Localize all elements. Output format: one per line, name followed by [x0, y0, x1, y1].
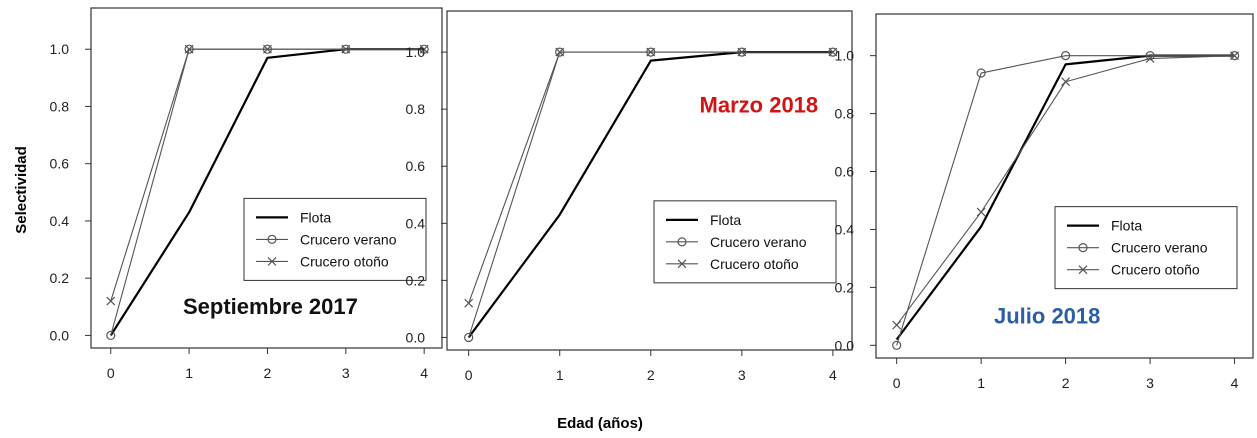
data-point [892, 320, 902, 330]
legend-label: Crucero verano [710, 234, 807, 250]
legend-marker [267, 234, 277, 244]
panel-3: 0.0 0.2 0.4 0.6 0.8 1.0 0 1 2 3 4 Flota Crucero vera… [835, 13, 1254, 391]
y-tick-label: 1.0 [406, 44, 426, 60]
data-point [106, 330, 116, 341]
legend-label: Flota [1111, 218, 1142, 234]
y-tick-label: 1.0 [50, 41, 70, 57]
y-tick-label: 0.4 [835, 221, 855, 237]
panel-title: Marzo 2018 [700, 93, 819, 118]
legend-label: Crucero otoño [710, 256, 799, 272]
x-tick-label: 1 [977, 375, 985, 391]
legend-marker [677, 259, 687, 269]
legend-marker [1078, 243, 1088, 253]
data-point [976, 68, 986, 78]
panels-group: 0.0 0.2 0.4 0.6 0.8 1.0 0 1 2 3 4 Flota Crucero vera… [50, 7, 1254, 391]
series-line-2 [896, 55, 1235, 346]
x-tick-label: 4 [1231, 375, 1239, 391]
y-tick-label: 0.2 [406, 272, 426, 288]
data-point [263, 44, 272, 54]
legend-label: Crucero otoño [300, 253, 389, 269]
data-point [555, 47, 565, 57]
data-point [828, 47, 838, 57]
legend-label: Crucero verano [1111, 240, 1208, 256]
data-point [341, 44, 351, 54]
data-point [892, 340, 902, 350]
panel-title: Julio 2018 [994, 304, 1100, 329]
data-point [1230, 51, 1239, 61]
plot-frame [446, 10, 853, 351]
data-point [184, 44, 194, 54]
data-point [464, 298, 474, 308]
data-point [419, 44, 429, 54]
legend-label: Crucero verano [300, 231, 397, 247]
y-axis-title: Selectividad [13, 146, 30, 234]
panel-2: 0.0 0.2 0.4 0.6 0.8 1.0 0 1 2 3 4 Flota Crucero vera… [406, 10, 853, 383]
x-tick-label: 2 [264, 365, 272, 381]
legend-marker [1078, 265, 1088, 275]
data-point [976, 207, 986, 217]
y-tick-label: 0.0 [50, 327, 70, 343]
data-point [464, 332, 474, 343]
data-point [737, 47, 747, 57]
data-point [1061, 77, 1071, 87]
x-axis-title: Edad (años) [557, 415, 643, 432]
x-tick-label: 0 [893, 375, 901, 391]
panel-title: Septiembre 2017 [183, 294, 358, 319]
data-point [1145, 51, 1155, 61]
y-tick-label: 0.6 [406, 158, 426, 174]
x-tick-label: 1 [185, 365, 193, 381]
y-tick-label: 0.0 [406, 329, 426, 345]
x-tick-label: 2 [1062, 375, 1070, 391]
panel-1: 0.0 0.2 0.4 0.6 0.8 1.0 0 1 2 3 4 Flota Crucero vera… [50, 7, 443, 381]
data-point [106, 296, 116, 306]
legend-label: Flota [300, 209, 331, 225]
y-tick-label: 0.2 [50, 270, 70, 286]
x-tick-label: 2 [647, 367, 655, 383]
y-tick-label: 0.2 [835, 279, 855, 295]
data-point [646, 47, 656, 57]
y-tick-label: 0.8 [406, 101, 426, 117]
y-tick-label: 0.4 [50, 213, 70, 229]
legend-marker [267, 256, 277, 266]
data-point [1145, 54, 1155, 63]
x-tick-label: 3 [342, 365, 350, 381]
x-tick-label: 0 [465, 367, 473, 383]
x-tick-label: 1 [556, 367, 564, 383]
x-tick-label: 4 [829, 367, 837, 383]
y-tick-label: 0.6 [50, 156, 70, 172]
legend-label: Flota [710, 212, 741, 228]
y-tick-label: 1.0 [835, 48, 855, 64]
x-tick-label: 3 [1146, 375, 1154, 391]
y-tick-label: 0.0 [835, 337, 855, 353]
x-tick-label: 4 [420, 365, 428, 381]
y-tick-label: 0.4 [406, 215, 426, 231]
legend-label: Crucero otoño [1111, 262, 1200, 278]
y-tick-label: 0.8 [50, 98, 70, 114]
legend-marker [677, 237, 687, 247]
data-point [1061, 51, 1071, 61]
y-tick-label: 0.6 [835, 164, 855, 180]
x-tick-label: 3 [738, 367, 746, 383]
plot-frame [875, 13, 1254, 359]
y-tick-label: 0.8 [835, 106, 855, 122]
x-tick-label: 0 [107, 365, 115, 381]
